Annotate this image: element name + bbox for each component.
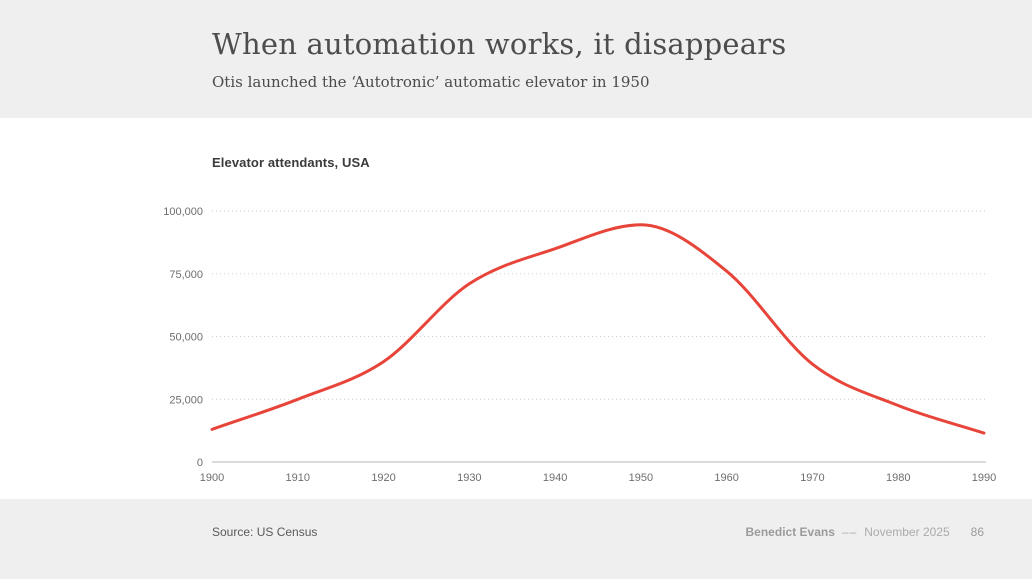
header-band xyxy=(0,0,1032,118)
source-note: Source: US Census xyxy=(212,525,318,539)
footer-author: Benedict Evans xyxy=(745,525,835,539)
x-tick-label: 1950 xyxy=(629,472,653,484)
x-tick-label: 1980 xyxy=(886,472,910,484)
footer-credit: Benedict Evans –– November 2025 86 xyxy=(746,525,984,539)
x-tick-label: 1960 xyxy=(714,472,738,484)
chart-title: Elevator attendants, USA xyxy=(212,155,370,170)
x-tick-label: 1990 xyxy=(972,472,996,484)
x-tick-label: 1940 xyxy=(543,472,567,484)
y-tick-label: 75,000 xyxy=(169,269,203,281)
slide-title: When automation works, it disappears xyxy=(212,27,787,61)
y-tick-label: 25,000 xyxy=(169,394,203,406)
x-tick-label: 1900 xyxy=(200,472,224,484)
slide-subtitle: Otis launched the ‘Autotronic’ automatic… xyxy=(212,73,650,91)
x-tick-label: 1920 xyxy=(371,472,395,484)
x-tick-label: 1930 xyxy=(457,472,481,484)
y-tick-label: 100,000 xyxy=(163,206,203,218)
data-line-series xyxy=(210,223,986,435)
footer-band xyxy=(0,499,1032,579)
x-tick-label: 1970 xyxy=(800,472,824,484)
footer-separator: –– xyxy=(841,525,858,539)
x-tick-label: 1910 xyxy=(286,472,310,484)
footer-date: November 2025 xyxy=(864,525,950,539)
page-number: 86 xyxy=(970,525,984,539)
y-tick-label: 0 xyxy=(197,457,203,469)
y-tick-label: 50,000 xyxy=(169,332,203,344)
